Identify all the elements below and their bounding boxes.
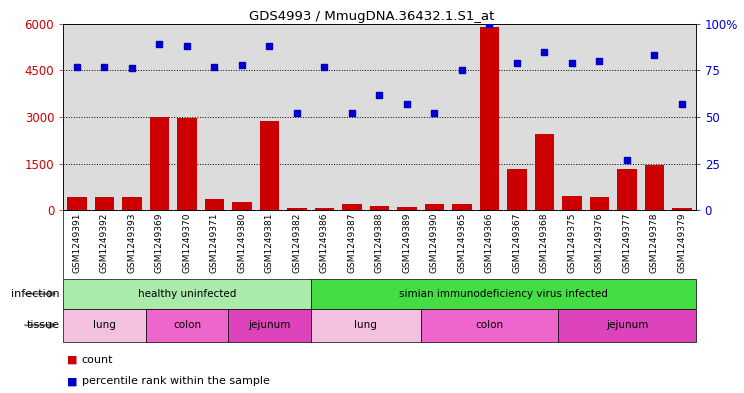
Bar xyxy=(177,118,196,210)
Text: healthy uninfected: healthy uninfected xyxy=(138,289,236,299)
Text: GDS4993 / MmugDNA.36432.1.S1_at: GDS4993 / MmugDNA.36432.1.S1_at xyxy=(249,10,495,23)
Bar xyxy=(618,169,637,210)
Text: ■: ■ xyxy=(67,354,77,365)
Text: GSM1249380: GSM1249380 xyxy=(237,212,246,273)
Text: GSM1249393: GSM1249393 xyxy=(127,212,136,273)
Point xyxy=(318,63,330,70)
Bar xyxy=(425,204,444,210)
Text: GSM1249389: GSM1249389 xyxy=(403,212,411,273)
Bar xyxy=(260,121,279,210)
Point xyxy=(373,92,385,98)
Text: jejunum: jejunum xyxy=(248,320,291,330)
Text: lung: lung xyxy=(354,320,377,330)
Bar xyxy=(673,208,691,210)
Bar xyxy=(590,197,609,210)
Text: ■: ■ xyxy=(67,376,77,386)
Point xyxy=(291,110,303,116)
Text: GSM1249387: GSM1249387 xyxy=(347,212,356,273)
Bar xyxy=(311,309,420,342)
Bar xyxy=(63,309,146,342)
Bar xyxy=(562,196,582,210)
Bar xyxy=(205,199,224,210)
Text: GSM1249376: GSM1249376 xyxy=(595,212,604,273)
Bar xyxy=(535,134,554,210)
Bar xyxy=(287,208,307,210)
Point xyxy=(594,58,606,64)
Text: simian immunodeficiency virus infected: simian immunodeficiency virus infected xyxy=(399,289,608,299)
Point xyxy=(456,67,468,73)
Text: colon: colon xyxy=(475,320,504,330)
Bar xyxy=(507,169,527,210)
Point xyxy=(98,63,110,70)
Point xyxy=(71,63,83,70)
Point xyxy=(208,63,220,70)
Text: GSM1249368: GSM1249368 xyxy=(540,212,549,273)
Text: GSM1249381: GSM1249381 xyxy=(265,212,274,273)
Point xyxy=(153,41,165,47)
Point xyxy=(429,110,440,116)
Text: lung: lung xyxy=(93,320,116,330)
Point xyxy=(566,60,578,66)
Bar xyxy=(95,197,114,210)
Text: tissue: tissue xyxy=(27,320,60,330)
Text: colon: colon xyxy=(173,320,201,330)
Point xyxy=(346,110,358,116)
Bar xyxy=(420,309,558,342)
Text: GSM1249391: GSM1249391 xyxy=(72,212,82,273)
Bar xyxy=(63,279,311,309)
Bar xyxy=(645,165,664,210)
Text: GSM1249379: GSM1249379 xyxy=(677,212,687,273)
Bar xyxy=(228,309,311,342)
Point xyxy=(649,52,661,59)
Point xyxy=(401,101,413,107)
Bar xyxy=(452,204,472,210)
Bar xyxy=(146,309,228,342)
Point xyxy=(539,48,551,55)
Bar xyxy=(315,208,334,210)
Point xyxy=(263,43,275,49)
Text: GSM1249365: GSM1249365 xyxy=(458,212,466,273)
Point xyxy=(181,43,193,49)
Point xyxy=(676,101,688,107)
Text: GSM1249377: GSM1249377 xyxy=(623,212,632,273)
Text: percentile rank within the sample: percentile rank within the sample xyxy=(82,376,270,386)
Point xyxy=(236,61,248,68)
Bar xyxy=(232,202,251,210)
Bar xyxy=(311,279,696,309)
Text: jejunum: jejunum xyxy=(606,320,648,330)
Text: GSM1249370: GSM1249370 xyxy=(182,212,191,273)
Bar xyxy=(342,204,362,210)
Text: infection: infection xyxy=(11,289,60,299)
Bar xyxy=(122,197,141,210)
Text: GSM1249390: GSM1249390 xyxy=(430,212,439,273)
Text: GSM1249371: GSM1249371 xyxy=(210,212,219,273)
Text: GSM1249375: GSM1249375 xyxy=(568,212,577,273)
Point xyxy=(126,65,138,72)
Text: GSM1249378: GSM1249378 xyxy=(650,212,659,273)
Bar xyxy=(480,27,499,210)
Point xyxy=(484,20,496,27)
Bar xyxy=(68,197,86,210)
Text: GSM1249369: GSM1249369 xyxy=(155,212,164,273)
Bar xyxy=(370,206,389,210)
Text: GSM1249366: GSM1249366 xyxy=(485,212,494,273)
Text: GSM1249367: GSM1249367 xyxy=(513,212,522,273)
Text: GSM1249382: GSM1249382 xyxy=(292,212,301,273)
Text: GSM1249388: GSM1249388 xyxy=(375,212,384,273)
Point xyxy=(621,157,633,163)
Text: GSM1249392: GSM1249392 xyxy=(100,212,109,273)
Bar xyxy=(558,309,696,342)
Point xyxy=(511,60,523,66)
Bar xyxy=(397,207,417,210)
Text: GSM1249386: GSM1249386 xyxy=(320,212,329,273)
Text: count: count xyxy=(82,354,113,365)
Bar xyxy=(150,117,169,210)
